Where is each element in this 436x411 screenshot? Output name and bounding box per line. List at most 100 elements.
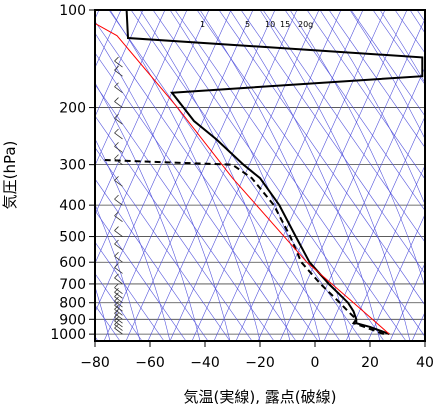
y-tick-label: 700: [59, 277, 86, 293]
wind-barbs: [114, 56, 123, 335]
moist-adiabat-line: [259, 10, 411, 341]
wind-barb: [114, 312, 123, 320]
background-grid: [95, 10, 425, 341]
moist-adiabat-line: [95, 82, 201, 341]
x-tick-label: −60: [135, 355, 165, 371]
dry-adiabat-line: [95, 178, 209, 341]
wind-barb-flag: [114, 113, 119, 119]
y-tick-label: 300: [59, 158, 86, 174]
mixing-ratio-label: 10: [265, 20, 275, 29]
moist-adiabat-line: [289, 10, 425, 288]
wind-barb: [114, 304, 123, 312]
series-line-1: [100, 158, 385, 336]
dry-adiabat-line: [196, 10, 425, 338]
dry-adiabat-line: [108, 10, 341, 341]
dry-adiabat-line: [95, 210, 187, 341]
isotherm-line: [95, 10, 232, 313]
isotherm-line: [103, 10, 254, 341]
isotherm-line: [367, 213, 425, 341]
wind-barb: [114, 198, 123, 206]
moist-adiabat-line: [95, 32, 231, 341]
wind-barb-flag: [114, 287, 119, 293]
isotherm-line: [95, 10, 144, 118]
x-tick-label: 20: [361, 355, 379, 371]
wind-barb: [114, 60, 123, 68]
y-tick-label: 400: [59, 198, 86, 214]
wind-barb-flag: [114, 263, 119, 268]
moist-adiabat-line: [199, 10, 351, 341]
x-tick-label: 40: [416, 355, 434, 371]
wind-barb-flag: [114, 97, 119, 102]
wind-barb: [114, 158, 123, 165]
dry-adiabat-line: [284, 10, 425, 212]
wind-barb-flag: [114, 56, 119, 62]
series-line-2: [95, 22, 390, 335]
series-line-0: [125, 10, 424, 336]
mixing-ratio-label: 5: [245, 20, 250, 29]
isotherm-line: [323, 115, 425, 341]
wind-barb: [114, 287, 123, 294]
y-tick-label: 800: [59, 296, 86, 312]
isotherm-line: [301, 66, 425, 341]
wind-barb: [114, 101, 123, 108]
wind-barb: [114, 320, 123, 328]
wind-barb: [114, 277, 123, 285]
isotherm-line: [345, 164, 425, 341]
wind-barb: [114, 327, 123, 335]
wind-barb: [114, 267, 123, 274]
wind-barb-flag: [114, 251, 119, 257]
wind-barb: [114, 316, 123, 324]
moist-adiabat-line: [109, 10, 261, 341]
y-tick-label: 600: [59, 255, 86, 271]
wind-barb-flag: [114, 142, 119, 147]
profile-lines: [95, 10, 424, 336]
wind-barb-flag: [114, 273, 119, 279]
isotherm-line: [389, 262, 425, 341]
wind-barb: [114, 215, 123, 223]
y-tick-label: 500: [59, 230, 86, 246]
isotherm-line: [95, 10, 166, 167]
moist-adiabat-line: [95, 203, 141, 341]
wind-barb: [114, 132, 123, 140]
wind-barb: [114, 255, 123, 263]
plot-frame: [94, 9, 426, 342]
x-tick-label: −80: [80, 355, 110, 371]
moist-adiabat-line: [95, 138, 171, 341]
dry-adiabat-line: [152, 10, 385, 341]
wind-barb-flag: [114, 65, 119, 71]
dry-adiabat-line: [262, 10, 425, 243]
wind-barb-flag: [114, 82, 119, 88]
dry-adiabat-line: [95, 241, 165, 341]
dry-adiabat-line: [174, 10, 407, 341]
wind-barb-flag: [114, 283, 119, 288]
dry-adiabat-line: [95, 273, 143, 341]
isotherm-line: [213, 10, 364, 341]
isotherm-line: [95, 10, 210, 264]
wind-barb-flag: [114, 296, 119, 302]
wind-barb: [114, 146, 123, 153]
wind-barb-flag: [114, 300, 119, 306]
wind-barb-flag: [114, 154, 119, 159]
wind-barb: [114, 117, 123, 125]
isotherm-line: [125, 10, 276, 341]
x-tick-label: 0: [311, 355, 320, 371]
dry-adiabat-line: [95, 115, 253, 341]
y-tick-label: 200: [59, 101, 86, 117]
wind-barb: [114, 180, 123, 187]
dry-adiabat-line: [240, 10, 425, 275]
dry-adiabat-line: [95, 147, 231, 341]
dry-adiabat-line: [218, 10, 425, 306]
wind-barb: [114, 230, 123, 237]
wind-barb: [114, 300, 123, 308]
x-tick-label: −20: [245, 355, 275, 371]
moist-adiabat-line: [95, 285, 111, 341]
moist-adiabat-line: [229, 10, 381, 341]
mixing-ratio-label: 15: [280, 20, 290, 29]
wind-barb-flag: [114, 176, 119, 181]
wind-barb: [114, 243, 123, 251]
y-tick-label: 1000: [50, 327, 86, 343]
wind-barb-flag: [114, 226, 119, 231]
mixing-ratio-label: 20g: [298, 20, 313, 29]
